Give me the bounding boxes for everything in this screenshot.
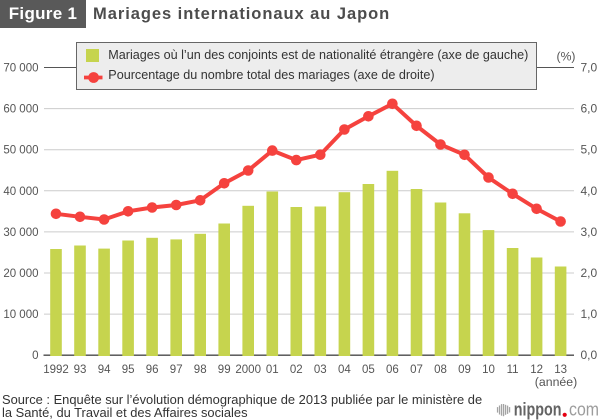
svg-text:01: 01 xyxy=(266,364,279,376)
svg-text:7,0: 7,0 xyxy=(581,61,598,75)
svg-text:1,0: 1,0 xyxy=(581,307,598,321)
svg-text:05: 05 xyxy=(362,364,375,376)
svg-text:04: 04 xyxy=(338,364,351,376)
svg-text:97: 97 xyxy=(170,364,183,376)
svg-text:(année): (année) xyxy=(535,375,577,389)
svg-text:99: 99 xyxy=(218,364,231,376)
svg-text:09: 09 xyxy=(458,364,471,376)
svg-text:0: 0 xyxy=(32,350,38,362)
svg-text:2000: 2000 xyxy=(235,364,261,376)
svg-text:4,0: 4,0 xyxy=(581,184,598,198)
svg-text:02: 02 xyxy=(290,364,303,376)
svg-text:70 000: 70 000 xyxy=(3,63,38,75)
svg-text:94: 94 xyxy=(98,364,111,376)
svg-text:13: 13 xyxy=(554,364,567,376)
svg-text:08: 08 xyxy=(434,364,447,376)
svg-text:5,0: 5,0 xyxy=(581,143,598,157)
svg-text:11: 11 xyxy=(507,364,519,376)
svg-text:0,0: 0,0 xyxy=(581,348,598,362)
svg-text:6,0: 6,0 xyxy=(581,102,598,116)
svg-text:03: 03 xyxy=(314,364,327,376)
svg-text:30 000: 30 000 xyxy=(3,227,38,239)
svg-text:12: 12 xyxy=(530,364,543,376)
svg-text:96: 96 xyxy=(146,364,159,376)
svg-text:07: 07 xyxy=(410,364,423,376)
svg-text:(%): (%) xyxy=(557,50,576,64)
svg-text:10 000: 10 000 xyxy=(3,309,38,321)
svg-text:93: 93 xyxy=(74,364,87,376)
svg-text:60 000: 60 000 xyxy=(3,104,38,116)
svg-text:40 000: 40 000 xyxy=(3,186,38,198)
svg-text:2,0: 2,0 xyxy=(581,266,598,280)
svg-text:3,0: 3,0 xyxy=(581,225,598,239)
svg-text:50 000: 50 000 xyxy=(3,145,38,157)
svg-text:1992: 1992 xyxy=(43,364,69,376)
svg-text:20 000: 20 000 xyxy=(3,268,38,280)
svg-text:95: 95 xyxy=(122,364,135,376)
svg-text:98: 98 xyxy=(194,364,207,376)
svg-text:com: com xyxy=(569,399,599,419)
svg-text:nippon: nippon xyxy=(514,399,562,419)
svg-text:10: 10 xyxy=(482,364,495,376)
svg-text:06: 06 xyxy=(386,364,399,376)
